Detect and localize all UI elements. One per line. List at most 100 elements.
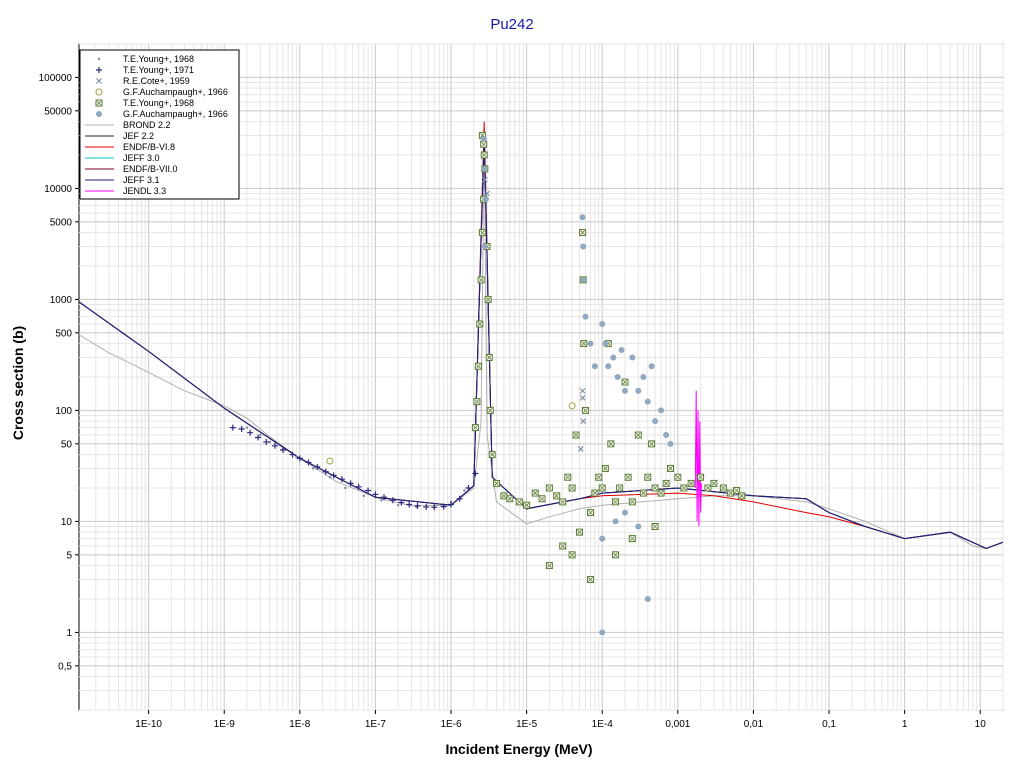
x-tick-label: 1E-9 (214, 719, 236, 730)
data-point (381, 494, 388, 501)
x-tick-label: 10 (975, 719, 987, 730)
x-tick-label: 0,01 (744, 719, 764, 730)
marker-cross (507, 496, 513, 502)
data-point (658, 407, 665, 414)
marker-cross (588, 577, 593, 582)
y-tick-label: 50000 (44, 106, 72, 117)
data-point (579, 229, 587, 237)
data-point (582, 313, 589, 320)
data-point (644, 398, 651, 405)
data-point (587, 575, 595, 583)
x-tick-label: 1E-10 (135, 719, 162, 730)
y-tick-label: 10000 (44, 184, 72, 195)
data-point (365, 487, 372, 494)
marker-cross (539, 496, 545, 502)
legend-label: G.F.Auchampaugh+, 1966 (123, 109, 228, 119)
data-point (338, 476, 345, 483)
data-point (559, 498, 567, 506)
data-point (380, 499, 383, 502)
data-point (330, 472, 337, 479)
marker-cross (652, 524, 658, 529)
data-point (480, 151, 488, 159)
marker-cross (477, 321, 483, 327)
data-point (344, 486, 347, 490)
marker-cross (532, 490, 538, 496)
marker-cross (96, 100, 102, 106)
data-point (644, 473, 652, 481)
data-point (618, 347, 625, 354)
data-point (263, 438, 270, 445)
data-point (484, 190, 491, 197)
marker-cross (603, 466, 608, 471)
marker-cross (739, 493, 745, 499)
marker-cross (577, 529, 582, 535)
y-tick-label: 5 (66, 550, 72, 561)
data-point (614, 374, 621, 380)
data-point (481, 165, 488, 172)
marker-cross (524, 502, 529, 508)
data-point (485, 353, 493, 361)
data-point (311, 467, 315, 470)
data-point (545, 484, 553, 492)
marker-cross (547, 563, 552, 568)
legend-label: JEFF 3.1 (123, 175, 160, 185)
legend-marker-swatch (96, 111, 102, 117)
data-point (272, 442, 279, 449)
legend-marker-swatch (95, 99, 103, 107)
data-point (295, 455, 298, 459)
legend-label: R.E.Cote+, 1959 (123, 76, 190, 86)
data-point (322, 468, 329, 475)
data-point (398, 499, 405, 506)
data-point (238, 426, 245, 433)
data-point (472, 476, 475, 479)
marker-cross (645, 474, 651, 480)
data-point (595, 473, 603, 481)
data-point (710, 479, 718, 487)
data-point (687, 479, 695, 487)
data-point (472, 470, 479, 477)
data-point (493, 479, 501, 487)
x-tick-label: 0,1 (822, 719, 836, 730)
data-point (591, 363, 598, 370)
marker-cross (652, 485, 658, 491)
data-point (280, 446, 287, 453)
marker-cross (481, 152, 487, 158)
series-marker-group (229, 424, 479, 511)
marker-cross (728, 490, 733, 496)
data-point (538, 495, 546, 503)
data-point (389, 497, 396, 504)
data-point (635, 523, 642, 530)
marker-cross (617, 485, 622, 491)
legend-label: JEF 2.2 (123, 131, 154, 141)
data-point (674, 473, 682, 481)
data-point (601, 464, 609, 472)
data-point (727, 489, 735, 497)
data-point (667, 464, 675, 472)
data-point (488, 451, 496, 459)
marker-cross (573, 432, 579, 438)
marker-cross (489, 452, 495, 457)
data-point (347, 480, 354, 487)
data-point (355, 483, 362, 490)
marker-cross (658, 490, 664, 496)
data-point (326, 457, 334, 465)
data-point (624, 473, 632, 481)
data-point (635, 387, 642, 394)
data-point (639, 489, 647, 497)
data-point (481, 176, 488, 183)
marker-cross (554, 493, 559, 499)
marker-cross (630, 536, 635, 541)
data-point (478, 229, 486, 237)
data-point (612, 498, 620, 506)
legend-label: T.E.Young+, 1968 (123, 54, 194, 64)
y-tick-label: 5000 (50, 217, 73, 228)
marker-cross (705, 485, 711, 491)
data-point (575, 528, 583, 536)
data-point (599, 321, 606, 328)
marker-cross (588, 510, 593, 515)
data-point (568, 551, 576, 559)
marker-cross (547, 485, 552, 491)
data-point (662, 479, 670, 487)
